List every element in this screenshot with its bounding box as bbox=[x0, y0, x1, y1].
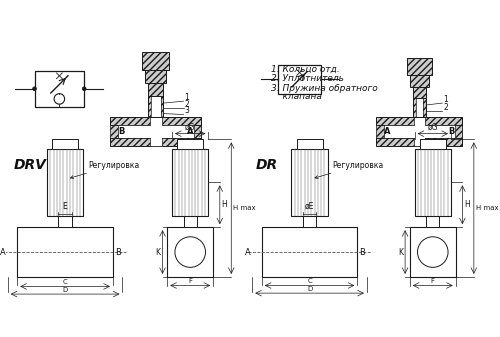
Text: 3. Пружина обратного: 3. Пружина обратного bbox=[272, 84, 378, 93]
Text: 1: 1 bbox=[184, 93, 189, 102]
Bar bbox=[407, 58, 432, 75]
Text: A: A bbox=[244, 248, 250, 256]
Bar bbox=[151, 96, 160, 117]
Bar bbox=[34, 71, 84, 107]
Text: B: B bbox=[448, 127, 455, 136]
Text: H: H bbox=[464, 200, 470, 209]
Bar bbox=[420, 140, 446, 149]
Bar bbox=[426, 216, 440, 227]
Bar bbox=[150, 117, 162, 146]
Bar bbox=[194, 125, 201, 139]
Text: A: A bbox=[384, 127, 390, 136]
Text: H max: H max bbox=[233, 205, 256, 211]
Bar bbox=[376, 125, 384, 139]
Bar bbox=[262, 227, 358, 277]
Text: 3: 3 bbox=[184, 106, 190, 116]
Bar bbox=[58, 216, 72, 227]
Bar bbox=[148, 83, 164, 96]
Text: B: B bbox=[118, 127, 125, 136]
Bar bbox=[184, 216, 197, 227]
Bar bbox=[416, 98, 423, 117]
Bar bbox=[376, 125, 462, 139]
Text: F: F bbox=[431, 278, 435, 284]
Text: øG: øG bbox=[428, 123, 438, 132]
Text: K: K bbox=[156, 248, 160, 256]
Bar bbox=[142, 53, 169, 70]
Bar bbox=[410, 227, 456, 277]
Bar bbox=[177, 140, 204, 149]
Text: E: E bbox=[62, 202, 68, 211]
Text: DR: DR bbox=[256, 157, 278, 172]
Text: 1. Кольцо отд.: 1. Кольцо отд. bbox=[272, 64, 340, 73]
Text: Регулировка: Регулировка bbox=[70, 161, 140, 179]
Circle shape bbox=[418, 237, 448, 267]
Bar bbox=[172, 149, 208, 216]
Bar bbox=[296, 140, 322, 149]
Bar bbox=[412, 98, 426, 117]
Bar bbox=[148, 96, 164, 117]
Text: H max: H max bbox=[476, 205, 498, 211]
Text: B: B bbox=[359, 248, 365, 256]
Text: A: A bbox=[186, 127, 193, 136]
Bar bbox=[110, 117, 201, 146]
Circle shape bbox=[54, 94, 64, 104]
Text: Регулировка: Регулировка bbox=[315, 161, 384, 179]
Bar bbox=[52, 140, 78, 149]
Bar bbox=[454, 125, 462, 139]
Text: 1: 1 bbox=[444, 95, 448, 104]
Text: H: H bbox=[222, 200, 228, 209]
Text: D: D bbox=[307, 286, 312, 292]
Text: C: C bbox=[62, 279, 68, 285]
Text: 2. Уплотнитель: 2. Уплотнитель bbox=[272, 74, 344, 83]
Bar bbox=[18, 227, 113, 277]
Bar bbox=[292, 149, 328, 216]
Text: øG: øG bbox=[185, 123, 196, 132]
Text: D: D bbox=[62, 287, 68, 293]
Text: A: A bbox=[0, 248, 6, 256]
Bar bbox=[414, 149, 451, 216]
Text: F: F bbox=[188, 278, 192, 284]
Circle shape bbox=[82, 87, 86, 91]
Bar bbox=[146, 70, 167, 83]
Bar bbox=[414, 117, 425, 146]
Text: K: K bbox=[398, 248, 403, 256]
Bar bbox=[168, 227, 213, 277]
Bar bbox=[110, 125, 118, 139]
Text: øE: øE bbox=[305, 202, 314, 211]
Bar bbox=[47, 149, 83, 216]
Text: 2: 2 bbox=[444, 103, 448, 112]
Bar bbox=[110, 125, 201, 139]
Text: C: C bbox=[307, 278, 312, 284]
Bar bbox=[303, 216, 316, 227]
Circle shape bbox=[175, 237, 206, 267]
Bar bbox=[412, 87, 426, 98]
Text: 2: 2 bbox=[184, 100, 189, 109]
Text: клапана: клапана bbox=[272, 92, 322, 101]
Bar bbox=[376, 117, 462, 146]
Bar bbox=[278, 65, 321, 94]
Bar bbox=[410, 75, 429, 87]
Circle shape bbox=[32, 87, 36, 91]
Text: DRV: DRV bbox=[14, 157, 46, 172]
Text: B: B bbox=[115, 248, 120, 256]
